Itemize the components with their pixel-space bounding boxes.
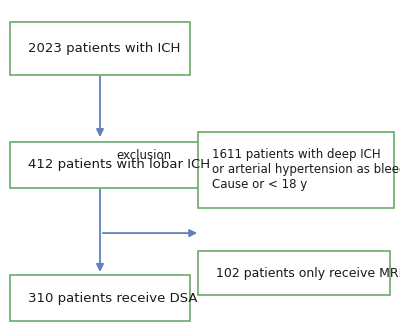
FancyBboxPatch shape [198, 132, 394, 208]
FancyBboxPatch shape [10, 142, 210, 188]
Text: exclusion: exclusion [116, 149, 172, 162]
Text: 310 patients receive DSA: 310 patients receive DSA [28, 291, 198, 305]
Text: 2023 patients with ICH: 2023 patients with ICH [28, 42, 180, 55]
Text: 412 patients with lobar ICH: 412 patients with lobar ICH [28, 158, 210, 171]
FancyBboxPatch shape [10, 22, 190, 75]
FancyBboxPatch shape [198, 251, 390, 295]
Text: 1611 patients with deep ICH
or arterial hypertension as bleeding
Cause or < 18 y: 1611 patients with deep ICH or arterial … [212, 148, 400, 191]
FancyBboxPatch shape [10, 275, 190, 321]
Text: 102 patients only receive MRI: 102 patients only receive MRI [216, 266, 400, 280]
